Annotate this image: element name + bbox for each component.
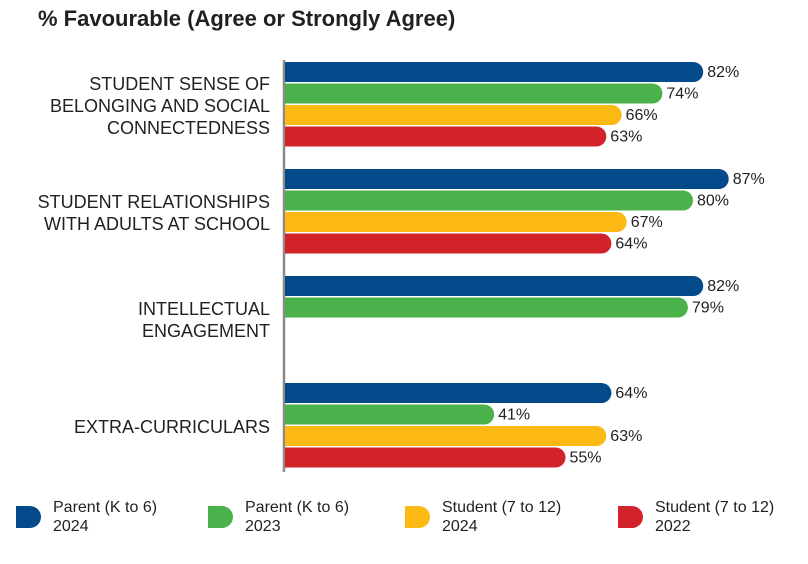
legend-swatch <box>405 506 430 528</box>
bar <box>285 62 704 82</box>
value-label: 82% <box>707 278 739 295</box>
value-label: 64% <box>615 236 647 253</box>
bar <box>285 426 607 446</box>
legend-label: Student (7 to 12) 2022 <box>655 499 775 535</box>
bar <box>285 233 612 254</box>
bar <box>285 404 495 425</box>
bar <box>285 169 729 189</box>
legend-label: Parent (K to 6) 2023 <box>245 499 350 535</box>
chart-title: % Favourable (Agree or Strongly Agree) <box>38 6 456 31</box>
legend-label: Parent (K to 6) 2024 <box>53 499 158 535</box>
value-label: 63% <box>610 428 642 445</box>
bar <box>285 447 566 468</box>
legend-swatch <box>16 506 41 528</box>
bar <box>285 190 693 211</box>
category-label: INTELLECTUAL ENGAGEMENT <box>137 299 270 341</box>
bar <box>285 83 663 104</box>
value-label: 67% <box>631 214 663 231</box>
value-label: 80% <box>697 193 729 210</box>
legend-label: Student (7 to 12) 2024 <box>442 499 562 535</box>
value-label: 74% <box>666 86 698 103</box>
value-label: 55% <box>570 450 602 467</box>
bar <box>285 297 688 318</box>
bar <box>285 276 704 296</box>
category-label: EXTRA-CURRICULARS <box>73 417 270 437</box>
value-label: 41% <box>498 407 530 424</box>
bar <box>285 212 627 232</box>
value-label: 63% <box>610 129 642 146</box>
bar <box>285 383 612 403</box>
value-label: 66% <box>626 107 658 124</box>
bar <box>285 105 622 125</box>
value-label: 79% <box>692 300 724 317</box>
legend-swatch <box>208 506 233 528</box>
value-label: 82% <box>707 64 739 81</box>
bar <box>285 126 607 147</box>
category-label: STUDENT SENSE OF BELONGING AND SOCIAL CO… <box>49 74 270 138</box>
value-label: 64% <box>615 385 647 402</box>
legend-swatch <box>618 506 643 528</box>
category-label: STUDENT RELATIONSHIPS WITH ADULTS AT SCH… <box>37 192 270 234</box>
value-label: 87% <box>733 171 765 188</box>
